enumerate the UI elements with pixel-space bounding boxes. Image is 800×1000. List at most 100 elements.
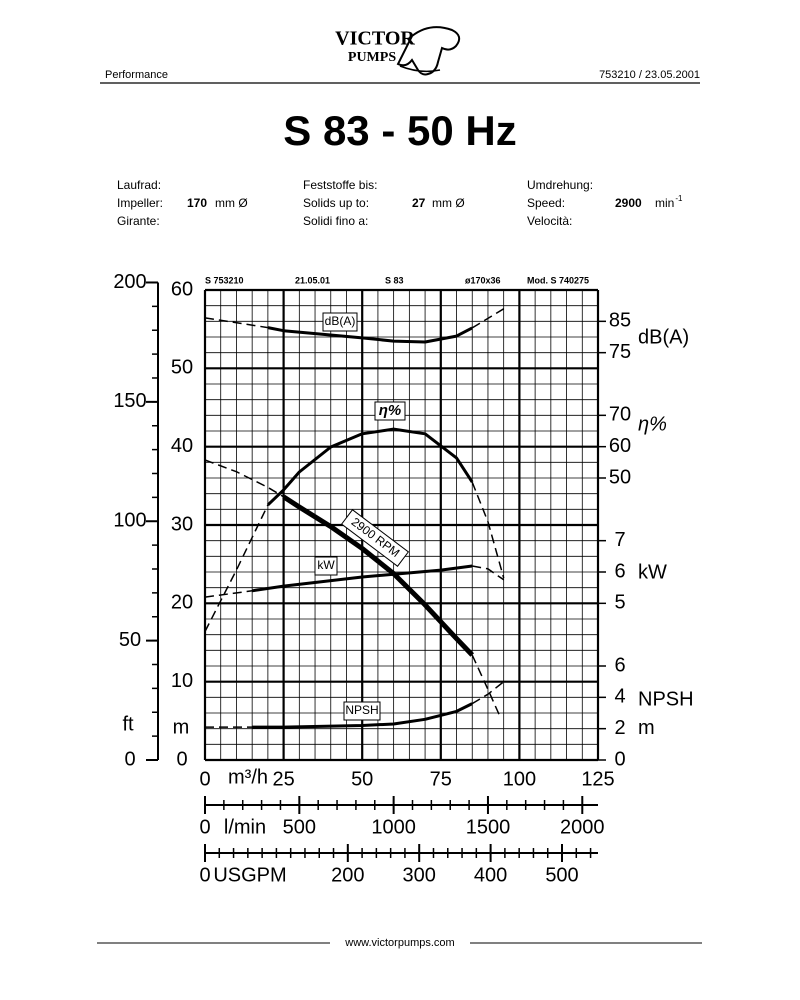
ft-tick-label: 0: [124, 748, 135, 770]
right-tick-label: 5: [614, 592, 625, 614]
curve-dashed: [471, 654, 502, 719]
x2_axis-tick-label: 1500: [466, 816, 511, 838]
curve-dashed: [204, 590, 253, 598]
x-tick-label: 125: [581, 768, 614, 790]
spec-label: Solidi fino a:: [303, 214, 368, 228]
y-tick-label: 10: [171, 670, 193, 692]
right-tick-label: 6: [614, 560, 625, 582]
curve-dashed: [471, 681, 505, 705]
curve-label-text: kW: [317, 558, 335, 572]
spec-unit: min: [655, 196, 674, 210]
ft-tick-label: 50: [119, 629, 141, 651]
curve-dashed: [204, 459, 284, 498]
curve-dashed: [471, 481, 505, 579]
spec-label: Girante:: [117, 214, 160, 228]
spec-value: 27: [412, 196, 426, 210]
x-tick-label: 0: [199, 768, 210, 790]
ft-tick-label: 150: [113, 390, 146, 412]
curve-dashed: [472, 565, 505, 581]
header-left: Performance: [105, 69, 168, 81]
spec-value: 2900: [615, 196, 642, 210]
x2_axis-tick-label: 0: [199, 816, 210, 838]
curve-solid: [282, 494, 475, 657]
right-axis-label: NPSH: [638, 688, 694, 710]
right-tick-label: 7: [614, 529, 625, 551]
y-tick-label: 50: [171, 357, 193, 379]
curve-solid: [267, 326, 473, 344]
x-axis-label: m³/h: [228, 766, 268, 788]
x2_axis-label: l/min: [224, 816, 266, 838]
ft-axis-label: ft: [122, 713, 134, 735]
y-tick-label: 0: [176, 748, 187, 770]
logo: VICTOR PUMPS: [335, 26, 461, 76]
right-tick-label: 6: [614, 654, 625, 676]
curve-solid: [252, 702, 473, 729]
spec-unit-sup: -1: [675, 194, 683, 203]
x-tick-label: 75: [430, 768, 452, 790]
curve-label: η%: [374, 401, 406, 421]
curve-solid: [266, 427, 474, 506]
x3_axis-tick-label: 0: [199, 864, 210, 886]
right-tick-label: 2: [614, 717, 625, 739]
x3_axis-label: USGPM: [213, 864, 286, 886]
logo-text: VICTOR: [335, 28, 415, 50]
curve-label-text: η%: [379, 402, 402, 419]
curve-label-box: [322, 312, 358, 332]
curve-label: NPSH: [343, 701, 381, 721]
y-tick-label: 20: [171, 592, 193, 614]
x3_axis-tick-label: 200: [331, 864, 364, 886]
right-axis-label: kW: [638, 561, 667, 583]
x3_axis-tick-label: 500: [545, 864, 578, 886]
right-tick-label: 85: [609, 310, 631, 332]
spec-label: Impeller:: [117, 196, 163, 210]
x-tick-label: 25: [272, 768, 294, 790]
chart-code: S 753210: [205, 275, 244, 285]
x2_axis-tick-label: 2000: [560, 816, 605, 838]
curve-dashed: [204, 317, 269, 329]
x2_axis-tick-label: 1000: [371, 816, 416, 838]
curve-label-box: [343, 701, 381, 721]
logo-swoosh: [399, 65, 441, 73]
spec-unit: mm Ø: [432, 196, 465, 210]
right-axis-label: dB(A): [638, 326, 689, 348]
right-tick-label: 60: [609, 435, 631, 457]
chart-code: 21.05.01: [295, 275, 330, 285]
curve-dashed: [471, 308, 505, 329]
ft-tick-label: 200: [113, 271, 146, 293]
right-tick-label: 70: [609, 404, 631, 426]
curve-label: kW: [314, 556, 338, 576]
right-tick-label: 50: [609, 466, 631, 488]
ft-tick-label: 100: [113, 510, 146, 532]
spec-unit: mm Ø: [215, 196, 248, 210]
curve-label-box: [314, 556, 338, 576]
logo-text: PUMPS: [348, 50, 396, 65]
spec-label: Umdrehung:: [527, 178, 593, 192]
x-tick-label: 50: [351, 768, 373, 790]
spec-label: Speed:: [527, 196, 565, 210]
chart-code: S 83: [385, 275, 404, 285]
logo-elephant: [396, 26, 461, 76]
y-tick-label: 60: [171, 278, 193, 300]
curve-label-box: [374, 401, 406, 421]
right-tick-label: 0: [614, 748, 625, 770]
curve-dashed: [204, 504, 269, 632]
curve-label: dB(A): [322, 312, 358, 332]
curve-label-box: [340, 509, 410, 567]
footer-url: www.victorpumps.com: [344, 937, 454, 949]
chart-code: Mod. S 740275: [527, 275, 589, 285]
x3_axis-tick-label: 300: [403, 864, 436, 886]
right-axis-label: η%: [638, 413, 667, 435]
chart-code: ø170x36: [465, 275, 501, 285]
spec-value: 170: [187, 196, 207, 210]
spec-label: Velocità:: [527, 214, 572, 228]
page-title: S 83 - 50 Hz: [283, 107, 516, 154]
x3_axis-tick-label: 400: [474, 864, 507, 886]
x-tick-label: 100: [503, 768, 536, 790]
curve-solid: [251, 564, 473, 593]
y-axis-label: m: [173, 716, 190, 738]
spec-label: Laufrad:: [117, 178, 161, 192]
spec-label: Feststoffe bis:: [303, 178, 377, 192]
curve-label-text: NPSH: [345, 703, 378, 717]
